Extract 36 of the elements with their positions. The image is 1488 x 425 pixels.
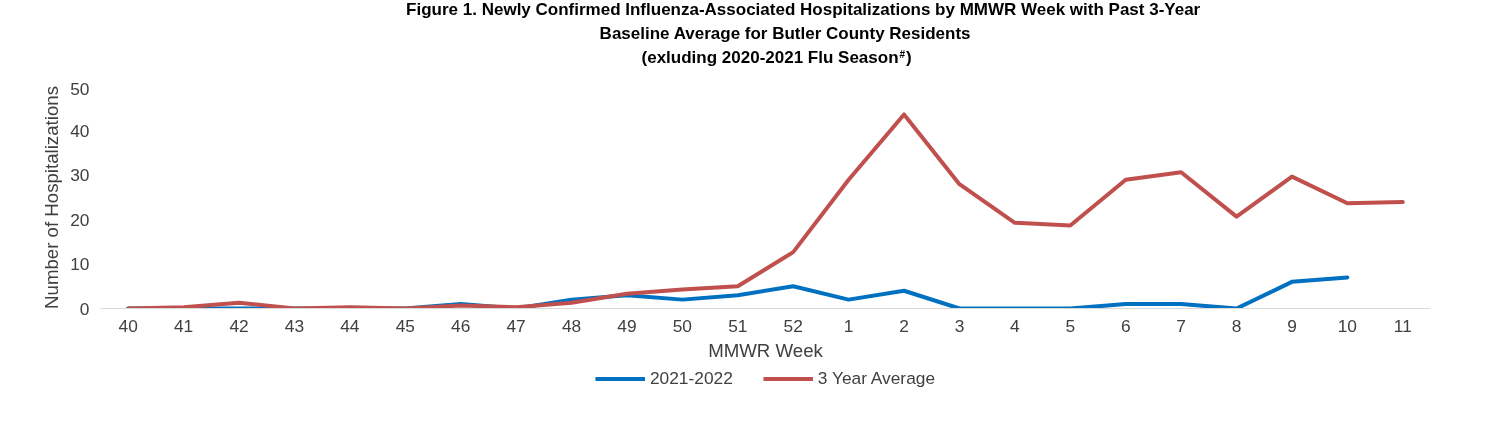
legend-label: 2021-2022 [649,367,733,389]
x-tick-label: 51 [728,315,748,336]
x-tick-label: 8 [1231,315,1242,336]
x-tick-label: 45 [395,315,415,336]
legend-label: 3 Year Average [817,367,936,389]
line-series [126,112,1405,309]
x-tick-label: 7 [1176,315,1186,336]
x-tick-label: 49 [617,315,637,336]
x-tick-label: 43 [284,315,305,336]
chart-title: Figure 1. Newly Confirmed Influenza-Associated Hospitalizations by MMWR Week with Past 3-Year Baseline Average for Butler County Residents (exluding 2020-2021 Flu Season#) [406,0,1201,67]
x-tick-label: 2 [899,315,909,336]
y-tick-label: 20 [70,209,90,230]
x-tick-label: 40 [118,315,138,336]
y-tick-label: 30 [70,165,90,186]
y-tick-label: 0 [79,298,90,319]
x-tick-label: 41 [173,315,194,336]
x-tick-label: 5 [1065,315,1076,336]
y-axis-title: Number of Hospitalizations [41,86,63,309]
x-tick-label: 11 [1393,315,1412,336]
x-tick-label: 1 [843,315,854,336]
y-tick-label: 50 [70,78,90,99]
y-tick-label: 10 [70,254,90,275]
x-tick-label: 3 [954,315,965,336]
x-tick-label: 9 [1287,315,1297,336]
y-tick-label: 40 [70,120,90,141]
x-tick-label: 4 [1010,315,1021,336]
x-tick-label: 10 [1337,315,1358,336]
x-tick-label: 52 [783,315,803,336]
x-tick-label: 42 [229,315,249,336]
x-axis-title: MMWR Week [708,339,824,361]
x-tick-label: 48 [561,315,582,336]
x-tick-label: 6 [1120,315,1131,336]
x-tick-label: 44 [340,315,360,336]
x-tick-label: 50 [672,315,693,336]
x-tick-label: 46 [451,315,471,336]
x-tick-label: 47 [506,315,526,336]
